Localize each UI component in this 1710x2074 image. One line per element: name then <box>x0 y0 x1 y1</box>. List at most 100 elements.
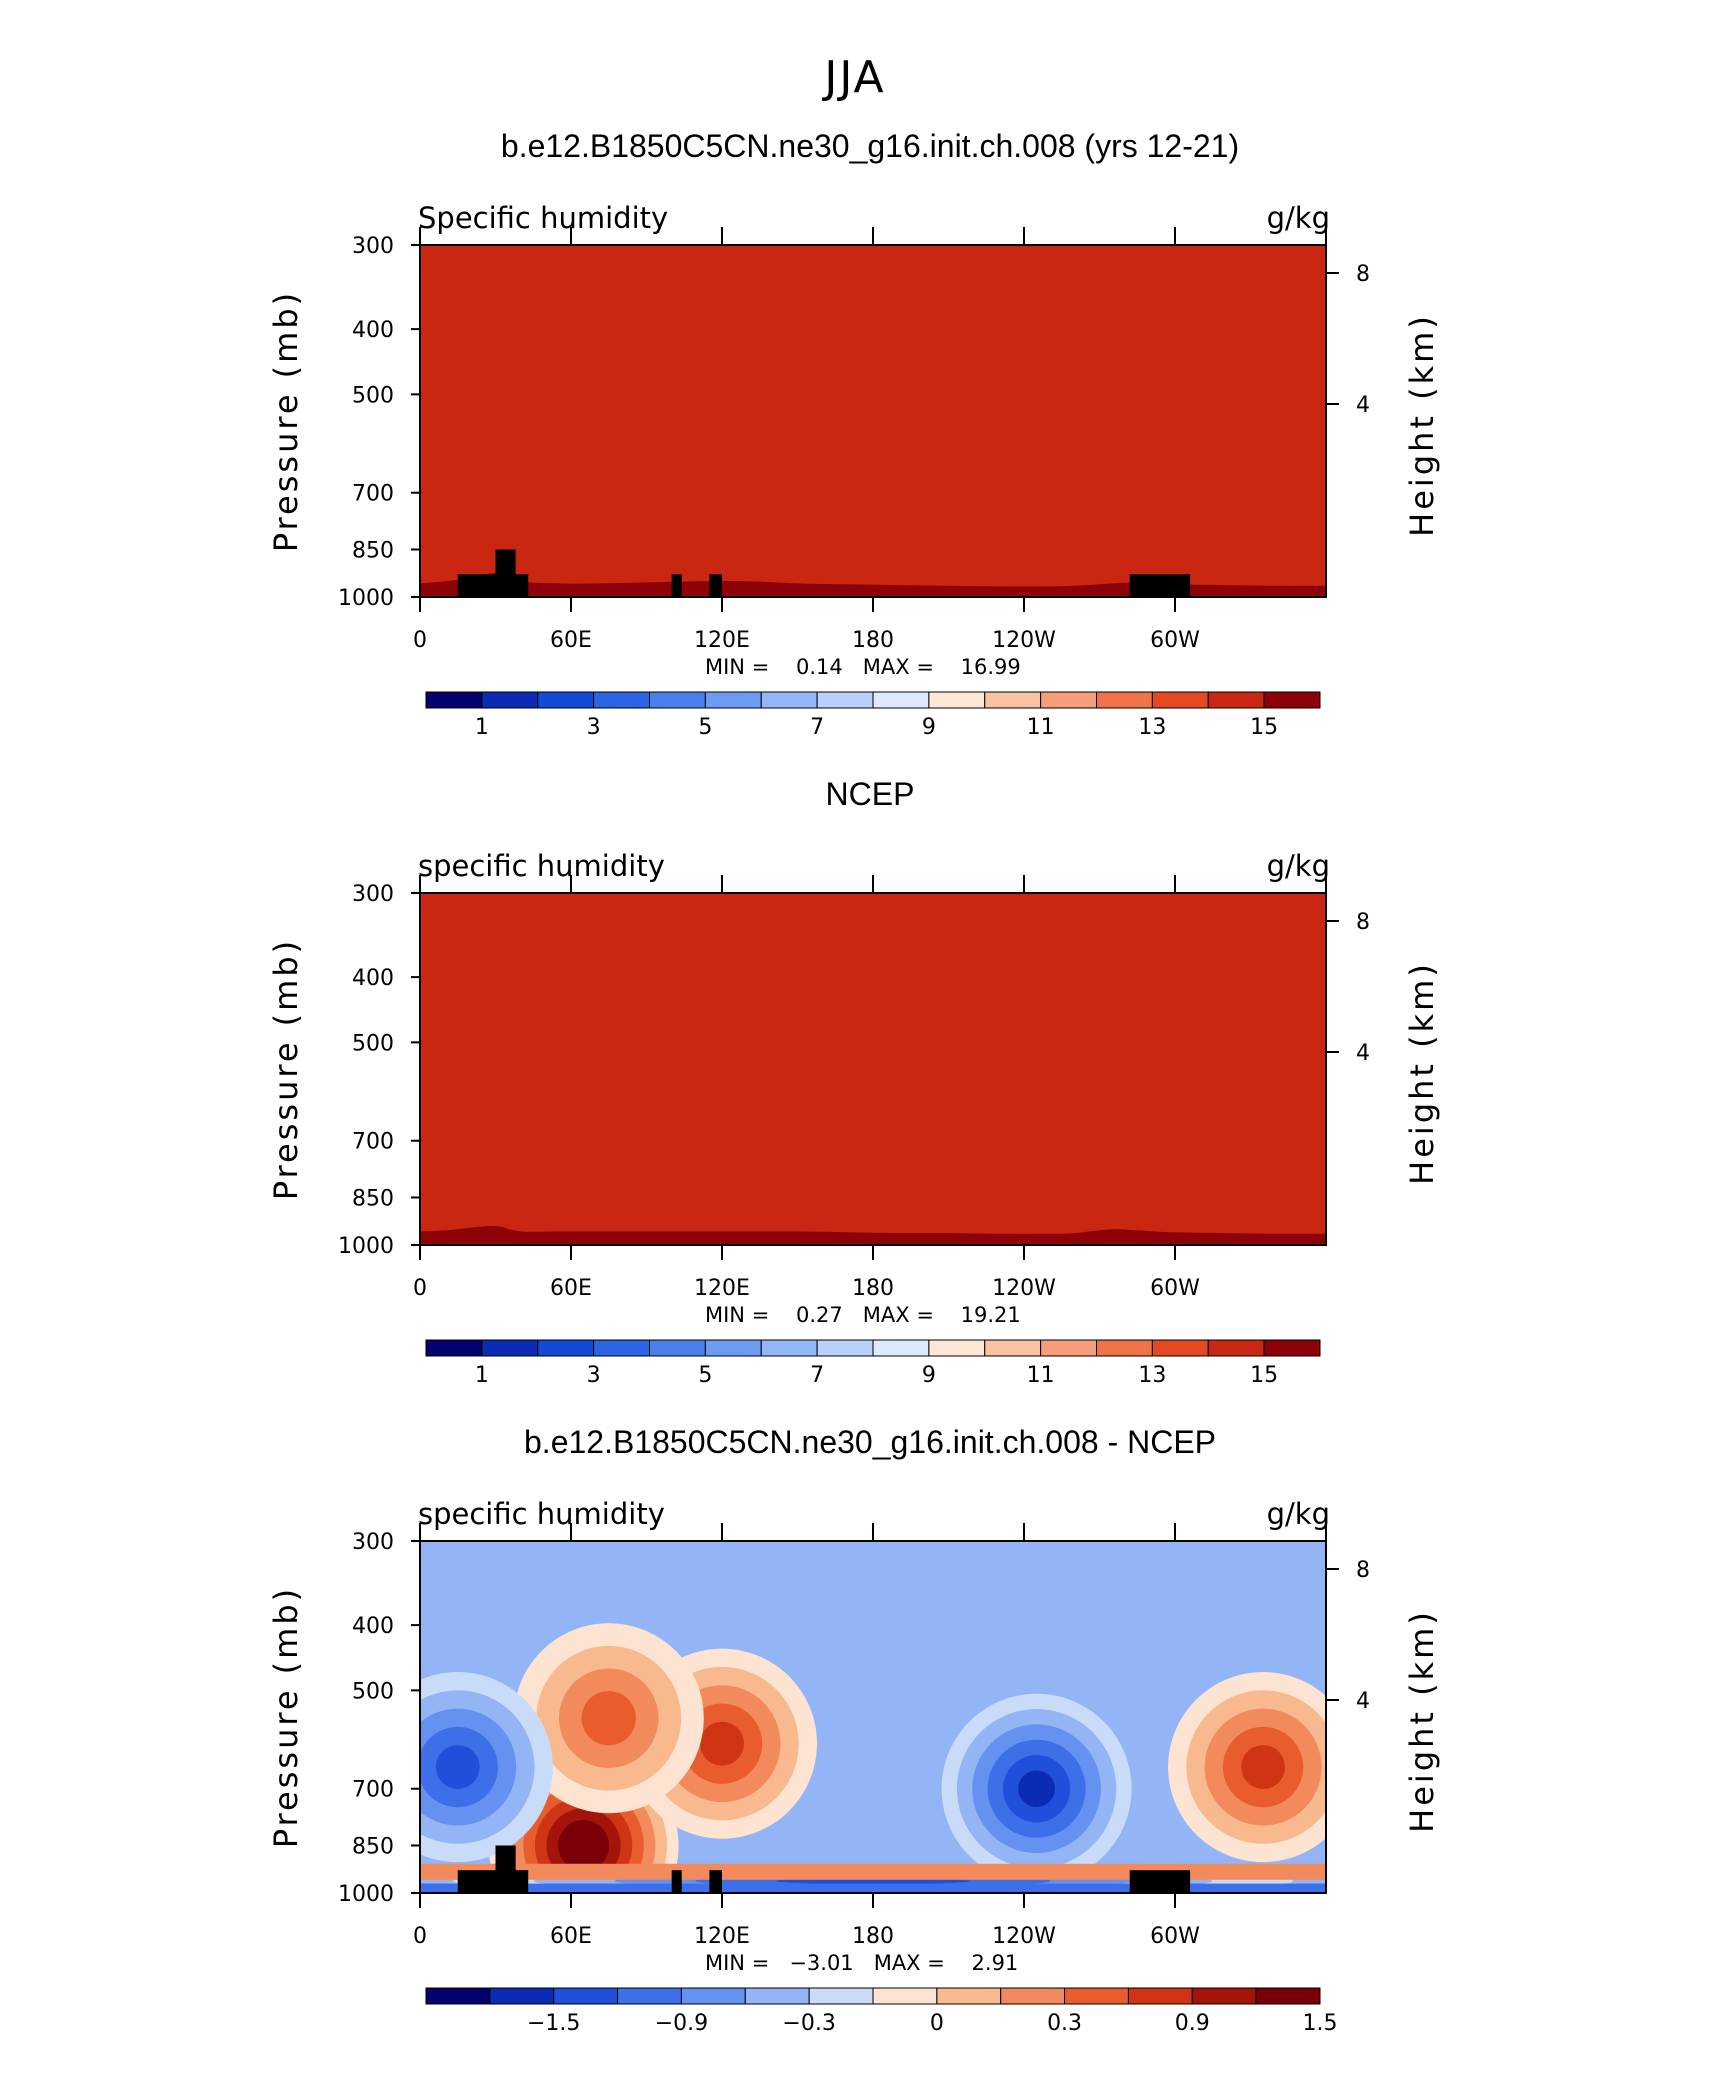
colorbar-swatch <box>744 1987 810 2005</box>
panel-title: b.e12.B1850C5CN.ne30_g16.init.ch.008 - N… <box>524 1424 1216 1460</box>
colorbar-label: 15 <box>1250 715 1278 740</box>
colorbar-swatch <box>425 691 483 709</box>
x-tick-label: 60W <box>1150 1276 1200 1301</box>
y-tick-label: 400 <box>352 966 394 991</box>
x-tick-label: 120E <box>694 1924 750 1949</box>
colorbar-label: 0 <box>930 2011 944 2036</box>
height-tick-label: 4 <box>1356 1689 1370 1714</box>
x-tick-label: 180 <box>852 628 894 653</box>
colorbar-label: 0.3 <box>1047 2011 1082 2036</box>
y-tick-label: 700 <box>352 482 394 507</box>
colorbar-swatch <box>872 691 930 709</box>
colorbar-label: −0.9 <box>655 2011 708 2036</box>
y-tick-label: 850 <box>352 538 394 563</box>
colorbar-swatch <box>1191 1987 1257 2005</box>
x-tick-label: 180 <box>852 1924 894 1949</box>
panel-3: 300 400 500 700 850 1000 Pressure (mb) 8 4 Height… <box>267 1523 1441 2036</box>
colorbar-swatch <box>1255 1987 1321 2005</box>
colorbar-swatch <box>617 1987 682 2005</box>
colorbar-swatch <box>816 691 874 709</box>
colorbar-swatch <box>1263 691 1321 709</box>
y-tick-label: 500 <box>352 1679 394 1704</box>
contour-band <box>1241 1745 1286 1789</box>
x-tick-label: 120E <box>694 628 750 653</box>
colorbar-swatch <box>1040 1339 1097 1357</box>
x-axis: 0 60E 120E 180 120W 60W <box>413 1523 1327 1949</box>
colorbar-swatch <box>537 1339 595 1357</box>
y-axis-height: 8 4 Height (km) <box>1326 1558 1441 1833</box>
colorbar-swatch <box>984 1339 1042 1357</box>
y-tick-label: 850 <box>352 1834 394 1859</box>
y-axis-height: 8 4 Height (km) <box>1326 910 1441 1185</box>
contour-band <box>581 1691 636 1746</box>
colorbar-swatch <box>1151 691 1209 709</box>
height-tick-label: 8 <box>1356 910 1370 935</box>
colorbar-swatch <box>481 1339 539 1357</box>
contour-band <box>435 1745 480 1789</box>
x-axis: 0 60E 120E 180 120W 60W <box>413 227 1327 653</box>
colorbar-swatch <box>704 691 762 709</box>
right-axis-label: Height (km) <box>1403 313 1441 537</box>
x-tick-label: 120W <box>992 628 1056 653</box>
colorbar-swatch <box>593 1339 650 1357</box>
y-axis-height: 8 4 Height (km) <box>1326 262 1441 537</box>
x-tick-label: 120E <box>694 1276 750 1301</box>
units-label: g/kg <box>1266 1497 1330 1531</box>
plot-left-label: Specific humidity <box>418 201 669 235</box>
y-tick-label: 1000 <box>338 586 394 611</box>
colorbar-label: 5 <box>698 715 712 740</box>
units-label: g/kg <box>1266 849 1330 883</box>
y-tick-label: 500 <box>352 1031 394 1056</box>
colorbar-swatch <box>760 1339 818 1357</box>
colorbar: 1 3 5 7 9 11 13 15 <box>425 1339 1321 1388</box>
height-tick-label: 4 <box>1356 393 1370 418</box>
colorbar-label: 9 <box>922 1363 936 1388</box>
colorbar-label: −1.5 <box>527 2011 580 2036</box>
panel-2: 300 400 500 700 850 1000 Pressure (mb) 8 4 Height… <box>267 875 1441 1388</box>
colorbar-label: 1 <box>475 715 489 740</box>
colorbar-swatch <box>1096 1339 1153 1357</box>
x-tick-label: 0 <box>413 628 427 653</box>
y-axis-label: Pressure (mb) <box>267 938 305 1200</box>
colorbar-label: 11 <box>1027 1363 1055 1388</box>
y-tick-label: 400 <box>352 318 394 343</box>
y-axis-pressure: 300 400 500 700 850 1000 Pressure (mb) <box>267 234 420 611</box>
height-tick-label: 4 <box>1356 1041 1370 1066</box>
colorbar-swatch <box>872 1987 938 2005</box>
contour-field <box>420 245 1326 597</box>
colorbar-swatch <box>1263 1339 1321 1357</box>
height-tick-label: 8 <box>1356 262 1370 287</box>
colorbar-label: 0.9 <box>1175 2011 1210 2036</box>
colorbar-swatch <box>649 1339 706 1357</box>
contour-band <box>700 1721 744 1766</box>
panel-1: 300 400 500 700 850 1000 Pressure (mb) 8 4 Height… <box>267 227 1441 740</box>
colorbar-label: 1.5 <box>1303 2011 1338 2036</box>
panel-title: b.e12.B1850C5CN.ne30_g16.init.ch.008 (yr… <box>500 128 1240 164</box>
x-tick-label: 120W <box>992 1276 1056 1301</box>
colorbar-swatch <box>1127 1987 1193 2005</box>
colorbar-swatch <box>1151 1339 1209 1357</box>
y-axis-label: Pressure (mb) <box>267 1586 305 1848</box>
colorbar-swatch <box>816 1339 874 1357</box>
x-tick-label: 0 <box>413 1276 427 1301</box>
topography-mask <box>457 549 1191 597</box>
right-axis-label: Height (km) <box>1403 1609 1441 1833</box>
x-tick-label: 60E <box>550 628 592 653</box>
units-label: g/kg <box>1266 201 1330 235</box>
topography-mask <box>457 1845 1191 1893</box>
y-axis-pressure: 300 400 500 700 850 1000 Pressure (mb) <box>267 882 420 1259</box>
x-tick-label: 60E <box>550 1276 592 1301</box>
contour-field <box>420 1541 1326 1893</box>
colorbar-label: 15 <box>1250 1363 1278 1388</box>
colorbar-swatch <box>1096 691 1153 709</box>
colorbar-label: 3 <box>587 715 601 740</box>
colorbar-swatch <box>1207 1339 1265 1357</box>
colorbar-label: 11 <box>1027 715 1055 740</box>
y-tick-label: 300 <box>352 1530 394 1555</box>
x-tick-label: 180 <box>852 1276 894 1301</box>
colorbar-swatch <box>936 1987 1002 2005</box>
colorbar-swatch <box>425 1987 491 2005</box>
contour-band <box>569 1831 598 1860</box>
figure-title: JJA <box>824 52 886 103</box>
colorbar-label: 13 <box>1138 1363 1166 1388</box>
